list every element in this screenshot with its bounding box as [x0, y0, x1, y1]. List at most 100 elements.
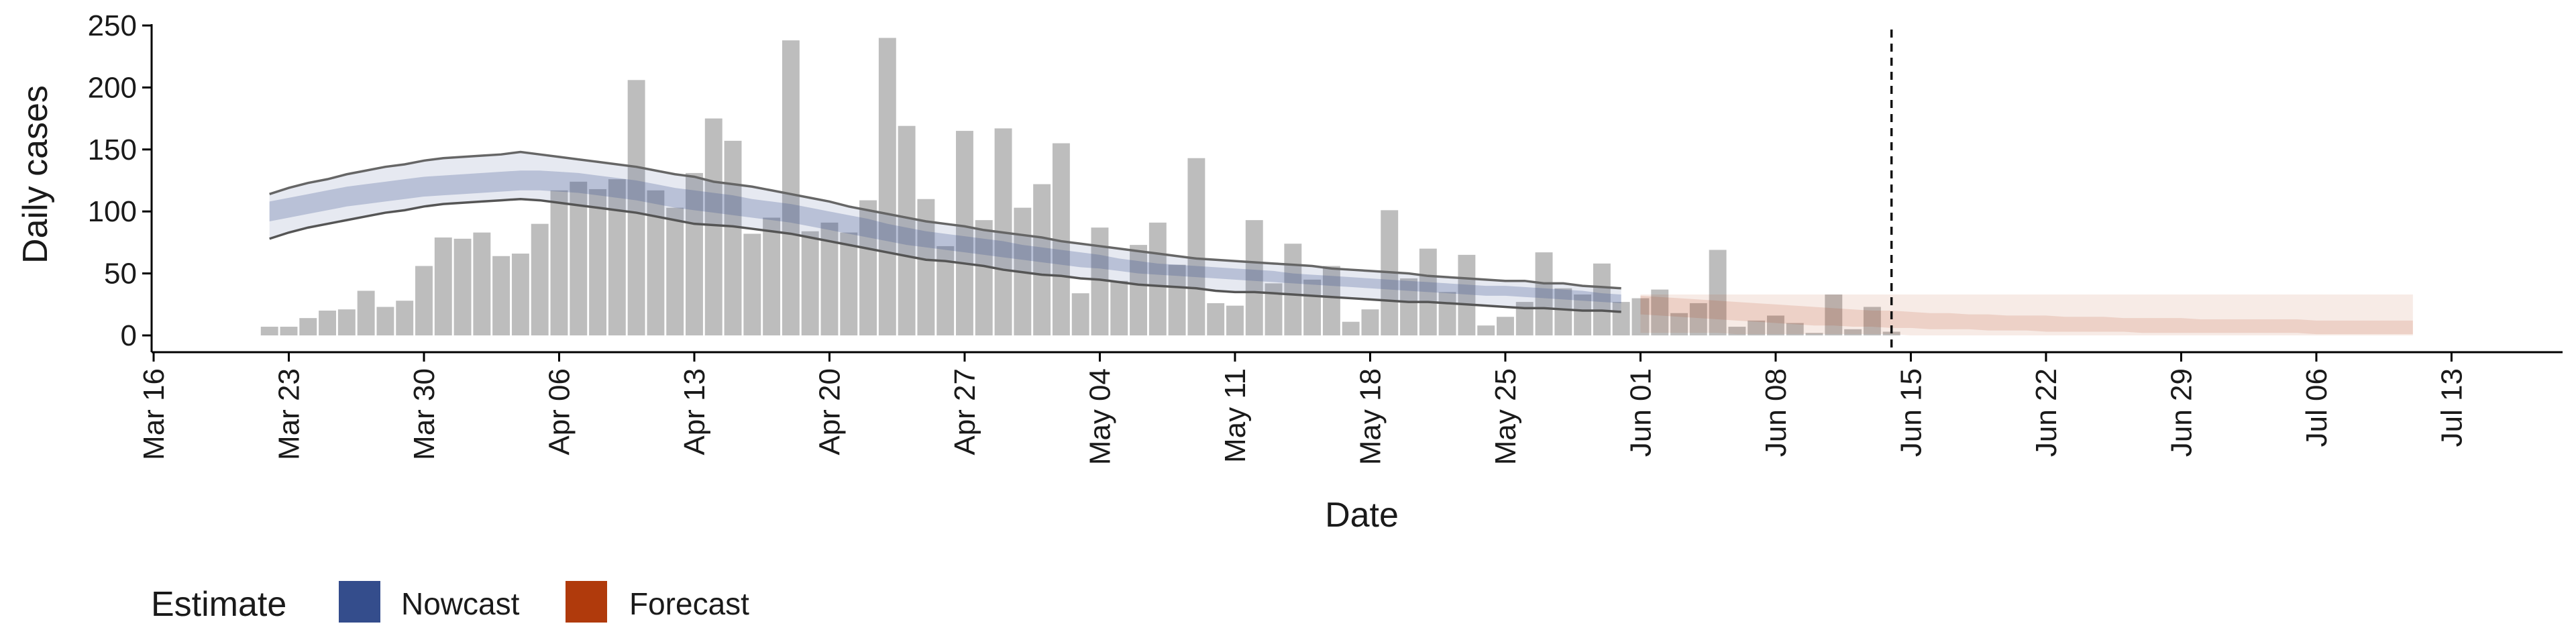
case-bar: [1458, 254, 1476, 335]
case-bar: [473, 232, 491, 335]
case-bar: [531, 223, 549, 335]
case-bar: [511, 254, 529, 335]
case-bar: [299, 318, 317, 335]
x-axis-title: Date: [1325, 496, 1399, 535]
case-bar: [1689, 303, 1707, 335]
case-bar: [280, 327, 298, 335]
case-bar: [1342, 321, 1360, 335]
case-bar: [704, 118, 722, 335]
x-tick-label: Jun 15: [1894, 368, 1927, 457]
case-bar: [1033, 184, 1051, 335]
case-bar: [1187, 158, 1205, 336]
x-tick-label: Jun 22: [2030, 368, 2063, 457]
case-bar: [1477, 325, 1495, 335]
case-bar: [1670, 313, 1688, 335]
case-bar: [376, 307, 394, 335]
legend-label-forecast: Forecast: [629, 586, 749, 621]
x-tick-label: Jul 13: [2435, 368, 2468, 447]
nowcast-lower-line: [269, 197, 1621, 313]
x-tick-label: Jul 06: [2300, 368, 2333, 447]
case-bar: [782, 40, 800, 336]
x-tick-label: Apr 13: [678, 368, 711, 455]
nowcast-upper-line: [269, 150, 1621, 290]
case-bar: [878, 38, 896, 335]
case-bar: [801, 231, 819, 335]
legend-title: Estimate: [151, 585, 286, 624]
y-tick-label: 250: [88, 9, 137, 42]
case-bar: [337, 309, 356, 335]
case-bar: [1497, 317, 1514, 335]
case-bar: [1554, 288, 1572, 335]
case-bar: [1709, 250, 1727, 335]
legend-swatch-nowcast: [339, 581, 380, 623]
legend-label-nowcast: Nowcast: [401, 586, 520, 621]
case-bar: [453, 238, 472, 335]
y-tick-label: 50: [104, 258, 137, 290]
case-bar: [1612, 302, 1630, 335]
case-bar: [1825, 294, 1843, 335]
case-bar: [724, 140, 742, 336]
case-bar: [1748, 320, 1766, 335]
x-tick-label: Jun 01: [1625, 368, 1658, 457]
case-bar: [1226, 305, 1244, 335]
y-tick-label: 0: [121, 319, 137, 352]
case-bar: [1168, 264, 1186, 335]
nowcast-outer-band: [269, 152, 1621, 312]
case-bar: [1322, 266, 1340, 335]
case-bar: [492, 256, 511, 335]
case-bar: [1767, 315, 1784, 335]
case-bar: [898, 125, 916, 335]
case-bar: [686, 172, 703, 335]
case-bar: [357, 290, 375, 335]
observed-cases-bars: [260, 38, 1900, 336]
case-bar: [956, 131, 973, 335]
x-tick-label: Apr 20: [814, 368, 847, 455]
case-bar: [1130, 245, 1147, 335]
y-tick-label: 150: [88, 133, 137, 166]
case-bar: [319, 311, 337, 335]
case-bar: [1207, 303, 1225, 335]
case-bar: [1844, 329, 1862, 335]
case-bar: [570, 181, 588, 335]
x-tick-label: Mar 23: [273, 368, 306, 460]
y-tick-label: 100: [88, 195, 137, 228]
nowcast-inner-band: [269, 170, 1621, 303]
case-bar: [1728, 327, 1746, 335]
case-bar: [396, 301, 414, 335]
x-tick-label: Mar 16: [138, 368, 170, 460]
x-tick-label: May 11: [1219, 368, 1252, 463]
case-bar: [415, 266, 433, 335]
case-bar: [627, 80, 645, 335]
case-bar: [1361, 309, 1379, 335]
estimate-outline-lines: [269, 150, 1621, 313]
x-tick-label: Mar 30: [408, 368, 441, 460]
case-bar: [1882, 331, 1900, 335]
case-bar: [975, 220, 993, 335]
x-tick-label: Jun 08: [1760, 368, 1792, 457]
case-bar: [1245, 220, 1263, 335]
case-bar: [743, 233, 761, 335]
case-bar: [260, 327, 278, 335]
case-bar: [859, 200, 877, 335]
case-bar: [1631, 298, 1650, 335]
x-tick-label: Apr 06: [543, 368, 576, 455]
axes: 0 50 100 150 200 250 Mar 16 Mar 23 Mar 30 Apr 06 A…: [88, 9, 2563, 465]
case-bar: [1419, 248, 1437, 335]
case-bar: [1284, 244, 1302, 335]
case-bar: [666, 207, 684, 335]
legend: Estimate Nowcast Forecast: [151, 581, 749, 624]
case-bar: [1400, 278, 1417, 335]
legend-swatch-forecast: [566, 581, 607, 623]
case-bar: [1863, 307, 1881, 335]
case-bar: [1303, 279, 1322, 335]
case-bar: [550, 190, 568, 335]
case-bar: [1651, 289, 1669, 335]
x-tick-label: May 18: [1354, 368, 1387, 465]
forecast-inner-band: [1640, 295, 2413, 335]
x-tick-label: Apr 27: [949, 368, 981, 455]
case-bar: [608, 179, 626, 335]
case-bar: [763, 217, 781, 335]
case-bar: [1593, 263, 1611, 335]
case-bar: [1071, 293, 1089, 335]
